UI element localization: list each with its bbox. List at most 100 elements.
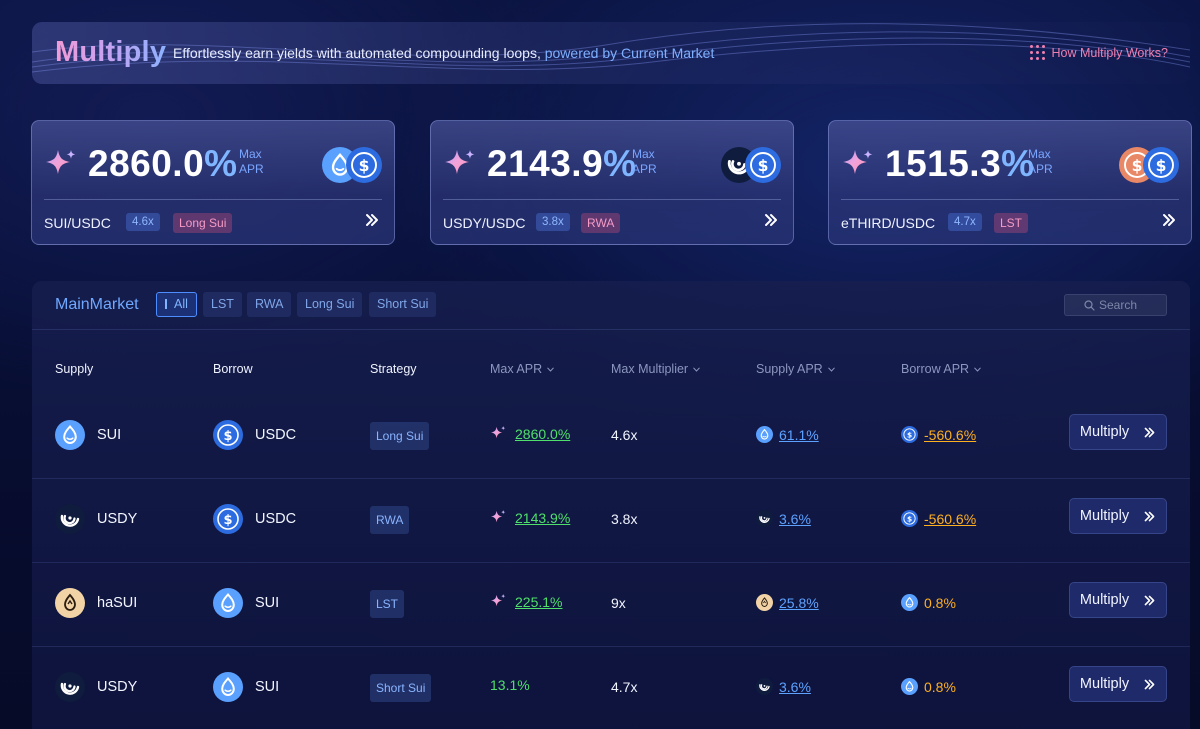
how-multiply-works-label: How Multiply Works? — [1051, 45, 1168, 60]
sui-coin-icon — [213, 588, 243, 618]
supply-apr-cell: 25.8% — [756, 594, 819, 611]
filter-short-sui[interactable]: Short Sui — [369, 292, 437, 317]
multiply-button[interactable]: Multiply — [1069, 666, 1167, 702]
borrow-asset: SUI — [213, 588, 279, 618]
row-divider — [32, 562, 1190, 563]
max-apr-cell: 13.1% — [490, 677, 530, 693]
search-box[interactable] — [1064, 294, 1167, 316]
max-apr-cell: 2860.0% — [490, 425, 570, 442]
multiply-button[interactable]: Multiply — [1069, 414, 1167, 450]
header-waves-decoration — [32, 23, 1190, 73]
card-max-apr-value: 2860.0% — [88, 143, 238, 184]
sparkle-icon — [490, 509, 507, 526]
sui-coin-icon — [901, 678, 918, 695]
borrow-apr-link[interactable]: -560.6% — [924, 510, 977, 527]
panel-divider — [32, 329, 1190, 330]
supply-asset: USDY — [55, 672, 137, 702]
column-header-max-multiplier[interactable]: Max Multiplier — [611, 362, 700, 376]
sparkle-icon — [841, 147, 875, 181]
max-apr-link[interactable]: 225.1% — [515, 593, 563, 610]
table-row: USDY SUI Short Sui 13.1% 4.7x 3.6% 0.8% … — [32, 647, 1190, 729]
filter-all[interactable]: All — [156, 292, 197, 317]
page-header: Multiply Effortlessly earn yields with a… — [32, 22, 1190, 84]
supply-asset: haSUI — [55, 588, 137, 618]
max-apr-value: 13.1% — [490, 677, 530, 693]
grid-dots-icon — [1029, 45, 1045, 60]
card-divider — [841, 199, 1179, 200]
column-header-max-apr[interactable]: Max APR — [490, 362, 554, 376]
borrow-apr-link[interactable]: -560.6% — [924, 426, 977, 443]
card-strategy-tag: LST — [994, 213, 1029, 233]
multiply-button[interactable]: Multiply — [1069, 582, 1167, 618]
column-header-borrow: Borrow — [213, 362, 253, 376]
market-panel: MainMarket All LST RWA Long Sui Short Su… — [32, 281, 1190, 729]
usdc-coin-icon — [213, 420, 243, 450]
strategy-tag: RWA — [370, 506, 410, 534]
card-max-apr-label: Max APR — [1028, 147, 1053, 176]
borrow-apr-cell: -560.6% — [901, 510, 976, 527]
strategy-card-ethird-usdc[interactable]: 1515.3% Max APR eTHIRD/USDC 4.7x LST — [828, 120, 1192, 245]
supply-apr-link[interactable]: 61.1% — [779, 426, 819, 443]
max-multiplier: 3.8x — [611, 511, 638, 527]
card-max-apr-label: Max APR — [239, 147, 264, 176]
usdc-coin-icon — [901, 426, 918, 443]
card-multiplier-tag: 4.6x — [126, 213, 160, 231]
card-strategy-tag: RWA — [581, 213, 621, 233]
sort-caret-icon — [547, 367, 554, 372]
supply-apr-cell: 3.6% — [756, 678, 811, 695]
supply-apr-cell: 3.6% — [756, 510, 811, 527]
usdc-coin-icon — [213, 504, 243, 534]
strategy-tag: Long Sui — [370, 422, 430, 450]
page-title: Multiply — [55, 36, 167, 68]
column-header-borrow-apr[interactable]: Borrow APR — [901, 362, 981, 376]
strategy-tag: Short Sui — [370, 674, 432, 702]
strategy-tag: LST — [370, 590, 405, 618]
double-chevron-right-icon[interactable] — [1161, 211, 1177, 229]
max-apr-cell: 2143.9% — [490, 509, 570, 526]
borrow-apr-cell: -560.6% — [901, 426, 976, 443]
how-multiply-works-link[interactable]: How Multiply Works? — [1029, 45, 1168, 60]
filter-lst[interactable]: LST — [203, 292, 242, 317]
hasui-coin-icon — [756, 594, 773, 611]
borrow-asset: USDC — [213, 504, 296, 534]
filter-rwa[interactable]: RWA — [247, 292, 292, 317]
borrow-asset: USDC — [213, 420, 296, 450]
row-divider — [32, 478, 1190, 479]
filter-long-sui[interactable]: Long Sui — [297, 292, 363, 317]
sparkle-icon — [490, 425, 507, 442]
borrow-apr-cell: 0.8% — [901, 678, 956, 695]
card-pair-name: eTHIRD/USDC — [841, 215, 936, 231]
card-max-apr-value: 1515.3% — [885, 143, 1035, 184]
double-chevron-right-icon — [1143, 426, 1156, 439]
page-subtitle: Effortlessly earn yields with automated … — [173, 45, 714, 61]
sui-coin-icon — [55, 420, 85, 450]
max-multiplier: 4.6x — [611, 427, 638, 443]
multiply-button[interactable]: Multiply — [1069, 498, 1167, 534]
usdc-coin-icon — [1143, 147, 1179, 183]
sui-coin-icon — [213, 672, 243, 702]
max-multiplier: 9x — [611, 595, 626, 611]
search-icon — [1084, 299, 1095, 311]
row-divider — [32, 646, 1190, 647]
card-max-apr-label: Max APR — [632, 147, 657, 176]
double-chevron-right-icon[interactable] — [364, 211, 380, 229]
search-input[interactable] — [1099, 298, 1147, 312]
supply-apr-link[interactable]: 3.6% — [779, 510, 811, 527]
max-apr-link[interactable]: 2143.9% — [515, 509, 571, 526]
sparkle-icon — [490, 593, 507, 610]
supply-apr-link[interactable]: 3.6% — [779, 678, 811, 695]
strategy-card-usdy-usdc[interactable]: 2143.9% Max APR USDY/USDC 3.8x RWA — [430, 120, 794, 245]
max-apr-cell: 225.1% — [490, 593, 562, 610]
supply-asset: SUI — [55, 420, 121, 450]
subtitle-highlight: powered by Current Market — [544, 45, 715, 61]
sui-coin-icon — [756, 426, 773, 443]
strategy-card-sui-usdc[interactable]: 2860.0% Max APR SUI/USDC 4.6x Long Sui — [31, 120, 395, 245]
sort-caret-icon — [974, 367, 981, 372]
double-chevron-right-icon[interactable] — [763, 211, 779, 229]
supply-apr-link[interactable]: 25.8% — [779, 594, 819, 611]
double-chevron-right-icon — [1143, 678, 1156, 691]
column-header-supply-apr[interactable]: Supply APR — [756, 362, 835, 376]
usdy-coin-icon — [756, 678, 773, 695]
card-pair-name: SUI/USDC — [44, 215, 111, 231]
max-apr-link[interactable]: 2860.0% — [515, 425, 571, 442]
